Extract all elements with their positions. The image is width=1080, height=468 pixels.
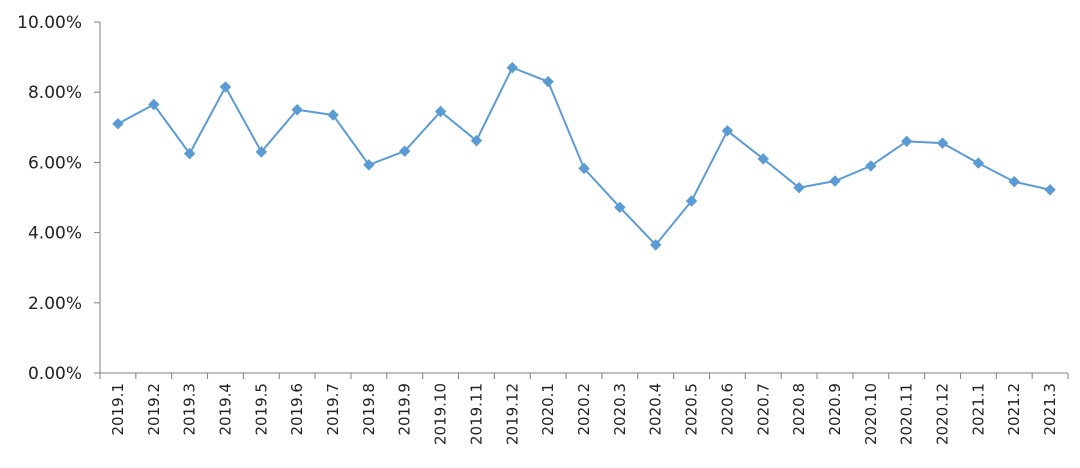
x-tick-label: 2019.10 [432, 383, 450, 445]
x-axis: 2019.1 2019.2 2019.3 2019.4 2019.5 2019.6 2019… [99, 372, 1069, 445]
data-point-marker [434, 105, 447, 118]
data-point-marker [900, 135, 913, 148]
data-point-marker [542, 75, 554, 88]
data-point-marker [578, 162, 590, 175]
data-point-marker [829, 175, 841, 187]
data-point-marker [685, 195, 698, 207]
x-tick-label: 2020.8 [790, 383, 808, 436]
data-point-marker [148, 98, 160, 111]
x-tick-label: 2019.1 [109, 383, 127, 436]
x-tick-label: 2020.9 [826, 383, 844, 436]
x-tick-label: 2020.7 [754, 383, 772, 436]
data-point-marker [219, 81, 232, 93]
x-tick-label: 2021.2 [1005, 383, 1023, 436]
x-tick-label: 2019.5 [252, 383, 270, 436]
y-tick-label: 8.00% [28, 83, 82, 103]
y-tick-label: 4.00% [28, 224, 82, 244]
x-tick-label: 2019.9 [396, 383, 414, 436]
x-tick-label: 2019.6 [288, 383, 306, 436]
data-point-marker [936, 137, 949, 149]
data-point-marker [972, 157, 985, 169]
data-point-marker [506, 61, 519, 74]
data-point-marker [793, 181, 805, 194]
x-tick-label: 2020.4 [647, 383, 665, 436]
data-point-marker [399, 145, 411, 157]
series-line [117, 66, 1051, 247]
data-point-marker [1008, 175, 1020, 188]
data-point-marker [614, 201, 626, 214]
x-tick-label: 2019.8 [360, 383, 378, 436]
data-point-marker [291, 104, 303, 116]
data-point-marker [865, 160, 877, 172]
data-point-marker [721, 125, 734, 137]
x-tick-label: 2021.3 [1041, 383, 1059, 436]
x-tick-label: 2020.2 [575, 383, 593, 436]
y-tick-label: 6.00% [28, 153, 82, 173]
data-point-marker [327, 109, 339, 121]
data-point-marker [255, 146, 268, 158]
x-tick-label: 2020.10 [862, 383, 880, 445]
x-tick-label: 2020.6 [718, 383, 736, 436]
data-point-marker [757, 153, 769, 165]
y-tick-label: 0.00% [28, 364, 82, 384]
x-tick-label: 2019.2 [145, 383, 163, 436]
x-tick-label: 2019.12 [503, 383, 521, 445]
x-tick-label: 2020.3 [611, 383, 629, 436]
x-tick-label: 2019.4 [216, 383, 234, 436]
data-point-marker [183, 147, 196, 160]
series-line-group [112, 61, 1056, 251]
y-axis: 0.00% 2.00% 4.00% 6.00% 8.00% 10.00% [17, 13, 101, 384]
x-tick-label: 2020.1 [539, 383, 557, 436]
x-tick-label: 2019.11 [467, 383, 485, 445]
y-tick-label: 2.00% [28, 294, 82, 314]
data-point-marker [649, 239, 662, 251]
x-tick-label: 2019.7 [324, 383, 342, 436]
data-point-marker [112, 118, 124, 130]
x-tick-label: 2020.5 [683, 383, 701, 436]
x-tick-label: 2019.3 [181, 383, 199, 436]
data-point-marker [363, 159, 375, 171]
x-tick-label: 2021.1 [969, 383, 987, 436]
x-tick-label: 2020.12 [934, 383, 952, 445]
data-point-marker [470, 134, 483, 147]
x-tick-label: 2020.11 [898, 383, 916, 445]
data-point-marker [1044, 184, 1056, 196]
y-tick-label: 10.00% [17, 13, 82, 33]
